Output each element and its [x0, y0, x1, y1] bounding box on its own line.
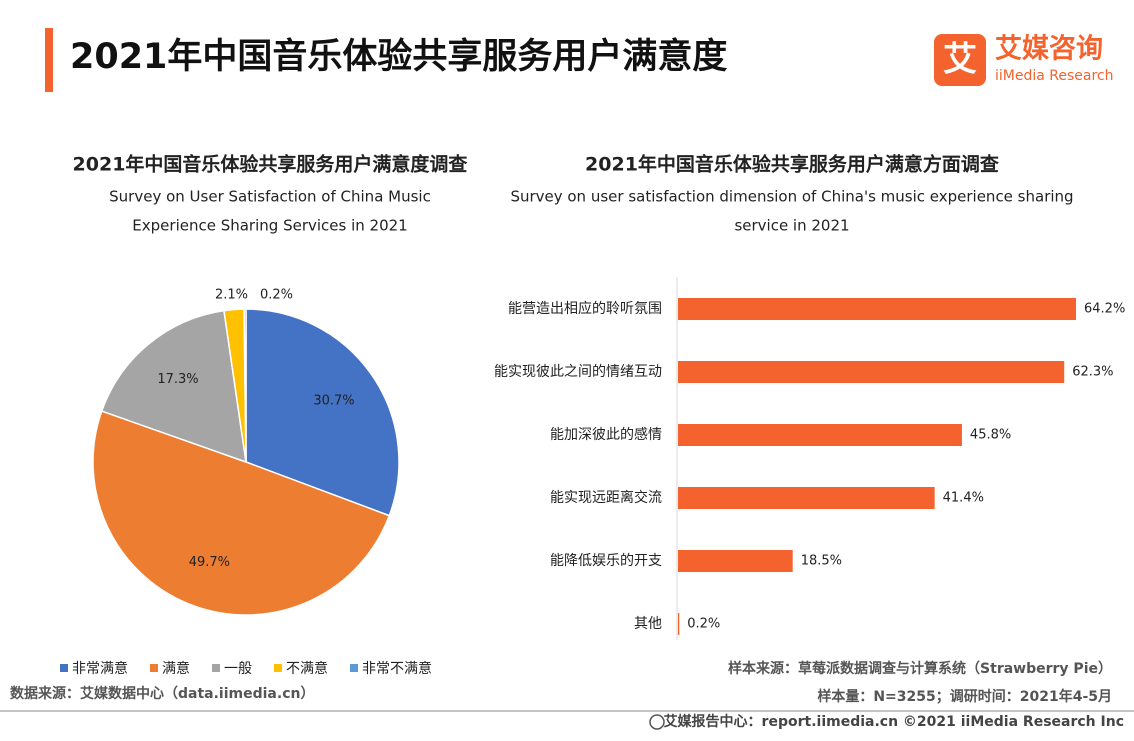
value-label: 0.2% — [687, 617, 720, 632]
category-label: 能实现远距离交流 — [550, 489, 662, 506]
value-label: 30.7% — [313, 393, 354, 408]
footer: 艾媒报告中心：report.iimedia.cn ©2021 iiMedia R… — [664, 713, 1124, 730]
pie-subtitle: Experience Sharing Services in 2021 — [132, 217, 407, 235]
pie-title: 2021年中国音乐体验共享服务用户满意度调查 — [73, 153, 469, 176]
legend-label: 非常不满意 — [362, 660, 432, 677]
value-label: 49.7% — [189, 555, 230, 570]
sample-source: 样本来源：草莓派数据调查与计算系统（Strawberry Pie） — [728, 660, 1112, 677]
category-label: 能加深彼此的感情 — [550, 426, 662, 443]
globe-icon — [649, 714, 665, 730]
bar — [678, 613, 680, 635]
value-label: 18.5% — [801, 554, 842, 569]
pie-slice — [245, 308, 400, 517]
bar-title: 2021年中国音乐体验共享服务用户满意方面调查 — [585, 153, 1000, 176]
bar — [678, 550, 793, 572]
pie-slice — [243, 308, 247, 463]
pie-slice — [92, 410, 391, 616]
value-label: 62.3% — [1072, 365, 1113, 380]
legend-label: 不满意 — [286, 660, 328, 677]
category-label: 能实现彼此之间的情绪互动 — [494, 364, 662, 380]
legend-swatch — [274, 664, 282, 672]
page-title: 2021年中国音乐体验共享服务用户满意度 — [70, 36, 727, 77]
logo-mark: 艾 — [943, 40, 977, 80]
value-label: 0.2% — [260, 288, 293, 303]
title-accent — [45, 28, 53, 92]
category-label: 能营造出相应的聆听氛围 — [508, 300, 662, 317]
value-label: 2.1% — [215, 288, 248, 303]
legend-swatch — [150, 664, 158, 672]
pie-subtitle: Survey on User Satisfaction of China Mus… — [109, 188, 431, 206]
bar — [678, 361, 1065, 383]
pie-slice — [100, 309, 247, 464]
bar — [678, 487, 935, 509]
legend-label: 非常满意 — [72, 660, 128, 677]
legend-swatch — [350, 664, 358, 672]
value-label: 45.8% — [970, 428, 1011, 443]
logo-name: 艾媒咨询 — [995, 33, 1103, 65]
bar — [678, 298, 1076, 320]
value-label: 64.2% — [1084, 302, 1125, 317]
legend-label: 一般 — [224, 661, 252, 677]
legend-swatch — [60, 664, 68, 672]
bar-subtitle: Survey on user satisfaction dimension of… — [510, 188, 1073, 206]
legend-swatch — [212, 664, 220, 672]
logo-sub: iiMedia Research — [995, 68, 1114, 84]
sample-size: 样本量：N=3255；调研时间：2021年4-5月 — [817, 688, 1112, 705]
source: 数据来源：艾媒数据中心（data.iimedia.cn） — [10, 685, 314, 702]
value-label: 41.4% — [943, 491, 984, 506]
value-label: 17.3% — [157, 372, 198, 387]
logo-icon — [934, 34, 986, 86]
legend-label: 满意 — [162, 660, 190, 677]
category-label: 能降低娱乐的开支 — [550, 553, 662, 569]
bar — [678, 424, 962, 446]
bar-subtitle: service in 2021 — [734, 217, 849, 235]
category-label: 其他 — [634, 616, 662, 632]
